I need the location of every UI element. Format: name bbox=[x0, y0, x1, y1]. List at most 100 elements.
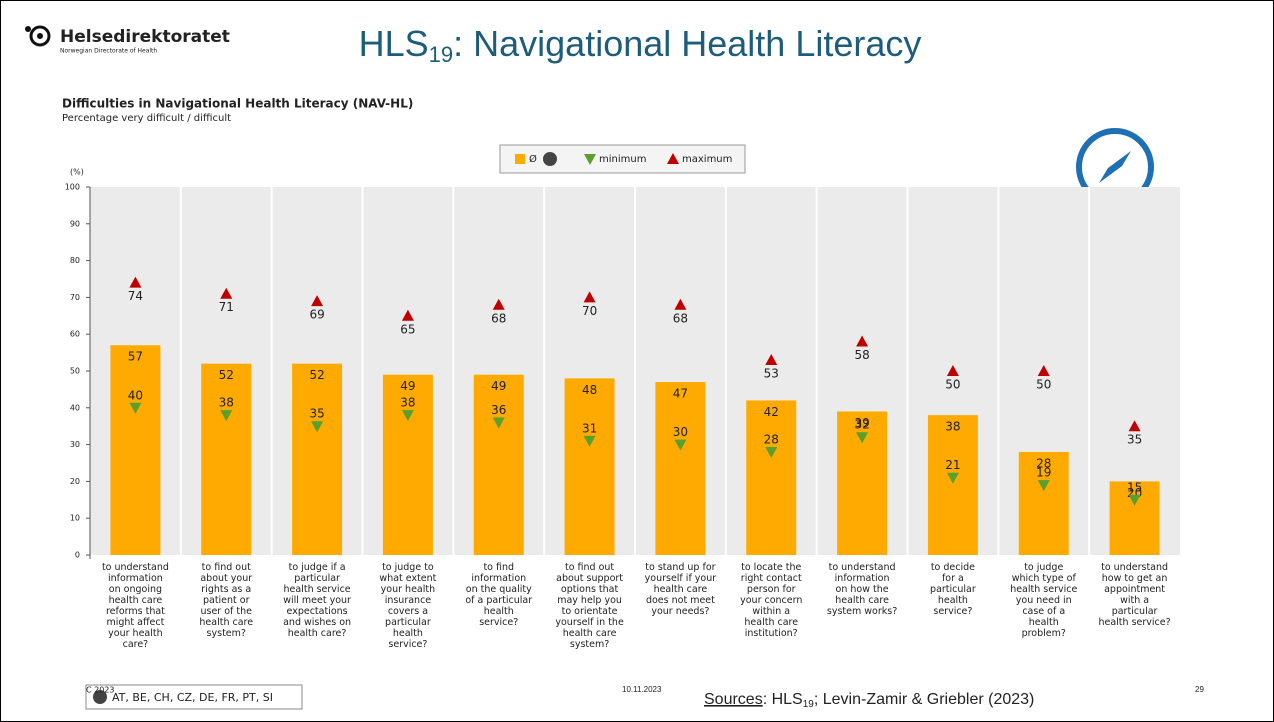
x-tick-label: to judge if a particular health service wil… bbox=[283, 562, 351, 639]
x-tick-line: to orientate bbox=[562, 606, 618, 617]
x-tick-line: patient or bbox=[203, 595, 250, 606]
min-marker bbox=[401, 410, 414, 422]
bar-label: 38 bbox=[945, 420, 960, 434]
sources-word: Sources bbox=[704, 691, 763, 708]
x-tick-line: yourself in the bbox=[555, 617, 624, 628]
max-marker bbox=[856, 335, 869, 347]
x-tick-line: service? bbox=[388, 639, 427, 650]
bar-label: 48 bbox=[582, 383, 597, 397]
x-tick-line: reforms that bbox=[106, 606, 165, 617]
x-tick-line: about your bbox=[200, 573, 252, 584]
x-tick-line: health bbox=[484, 606, 514, 617]
max-label: 68 bbox=[491, 311, 506, 325]
x-tick-line: service? bbox=[479, 617, 518, 628]
bar bbox=[1018, 451, 1069, 555]
min-marker bbox=[946, 472, 959, 484]
min-label: 36 bbox=[491, 403, 506, 417]
min-label: 28 bbox=[764, 432, 779, 446]
footer-box bbox=[85, 684, 303, 710]
x-tick-line: your needs? bbox=[651, 606, 709, 617]
x-tick-line: your concern bbox=[740, 595, 802, 606]
legend-label: minimum bbox=[599, 154, 646, 165]
bar-label: 57 bbox=[128, 350, 143, 364]
x-tick-line: particular bbox=[1112, 606, 1158, 617]
sources-sub: 19 bbox=[803, 699, 815, 710]
x-tick-line: for a bbox=[942, 573, 964, 584]
max-label: 69 bbox=[309, 308, 324, 322]
bar-label: 39 bbox=[854, 416, 869, 430]
x-tick-line: yourself if your bbox=[645, 573, 717, 584]
bar bbox=[110, 345, 161, 555]
min-label: 35 bbox=[309, 407, 324, 421]
x-tick-line: person for bbox=[747, 584, 796, 595]
x-tick-label: to stand up for yourself if your health ca… bbox=[645, 562, 717, 617]
min-label: 31 bbox=[582, 421, 597, 435]
y-unit: (%) bbox=[70, 168, 84, 177]
x-tick-line: user of the bbox=[200, 606, 252, 617]
min-marker bbox=[220, 410, 233, 422]
title-sub: 19 bbox=[429, 42, 453, 67]
x-tick-label: to understand how to get an appointment wit… bbox=[1098, 562, 1170, 628]
x-tick-line: particular bbox=[930, 584, 976, 595]
x-tick-line: options that bbox=[561, 584, 619, 595]
x-tick-line: rights as a bbox=[201, 584, 251, 595]
x-tick-line: you need in bbox=[1016, 595, 1072, 606]
x-tick-line: appointment bbox=[1104, 584, 1165, 595]
x-tick-label: to understand information on ongoing health… bbox=[102, 562, 169, 650]
x-tick-line: your health bbox=[381, 584, 435, 595]
max-marker bbox=[765, 353, 778, 365]
sources-a: : HLS bbox=[763, 691, 803, 708]
brand-sub: Norwegian Directorate of Health bbox=[60, 48, 157, 55]
bar-label: 52 bbox=[219, 368, 234, 382]
bar bbox=[1109, 481, 1160, 555]
x-tick-line: health service bbox=[284, 584, 351, 595]
title-rest: : Navigational Health Literacy bbox=[453, 23, 921, 64]
x-tick-line: which type of bbox=[1012, 573, 1077, 584]
bar bbox=[382, 374, 433, 555]
x-tick-label: to judge to what extent your health insuran… bbox=[379, 562, 436, 650]
x-tick-label: to find out about support options that may … bbox=[555, 562, 624, 650]
bar bbox=[201, 363, 252, 555]
x-tick-line: particular bbox=[385, 617, 431, 628]
min-label: 19 bbox=[1036, 466, 1051, 480]
x-tick-line: health care bbox=[563, 628, 617, 639]
max-label: 50 bbox=[1036, 378, 1051, 392]
chart-subtitle: Percentage very difficult / difficult bbox=[62, 113, 231, 124]
bar bbox=[655, 382, 706, 555]
bar bbox=[927, 415, 978, 555]
min-marker bbox=[583, 435, 596, 447]
min-label: 38 bbox=[219, 396, 234, 410]
x-tick-line: problem? bbox=[1022, 628, 1066, 639]
x-tick-line: to find out bbox=[202, 562, 251, 573]
min-marker bbox=[311, 421, 324, 433]
x-tick-line: within a bbox=[752, 606, 790, 617]
max-label: 50 bbox=[945, 378, 960, 392]
max-marker bbox=[401, 309, 414, 321]
y-tick-label: 30 bbox=[70, 440, 80, 449]
x-tick-line: with a bbox=[1120, 595, 1149, 606]
x-tick-line: to find bbox=[483, 562, 514, 573]
x-tick-line: health care bbox=[744, 617, 798, 628]
y-tick-label: 90 bbox=[70, 219, 80, 228]
y-tick-label: 50 bbox=[70, 367, 80, 376]
x-tick-line: to stand up for bbox=[645, 562, 715, 573]
min-marker bbox=[765, 446, 778, 458]
x-tick-line: and wishes on bbox=[283, 617, 351, 628]
y-tick-label: 20 bbox=[70, 477, 80, 486]
max-marker bbox=[583, 291, 596, 303]
x-tick-line: system? bbox=[570, 639, 609, 650]
x-tick-line: health bbox=[1029, 617, 1059, 628]
max-label: 68 bbox=[673, 311, 688, 325]
x-tick-line: health care bbox=[654, 584, 708, 595]
x-tick-line: health service? bbox=[1098, 617, 1170, 628]
x-tick-line: to decide bbox=[931, 562, 975, 573]
x-tick-line: health bbox=[393, 628, 423, 639]
x-tick-line: to find out bbox=[565, 562, 614, 573]
max-label: 53 bbox=[764, 366, 779, 380]
x-tick-label: to locate the right contact person for your… bbox=[740, 562, 802, 639]
min-marker bbox=[674, 439, 687, 451]
max-marker bbox=[674, 298, 687, 310]
x-tick-line: might affect bbox=[106, 617, 164, 628]
max-marker bbox=[1037, 365, 1050, 376]
